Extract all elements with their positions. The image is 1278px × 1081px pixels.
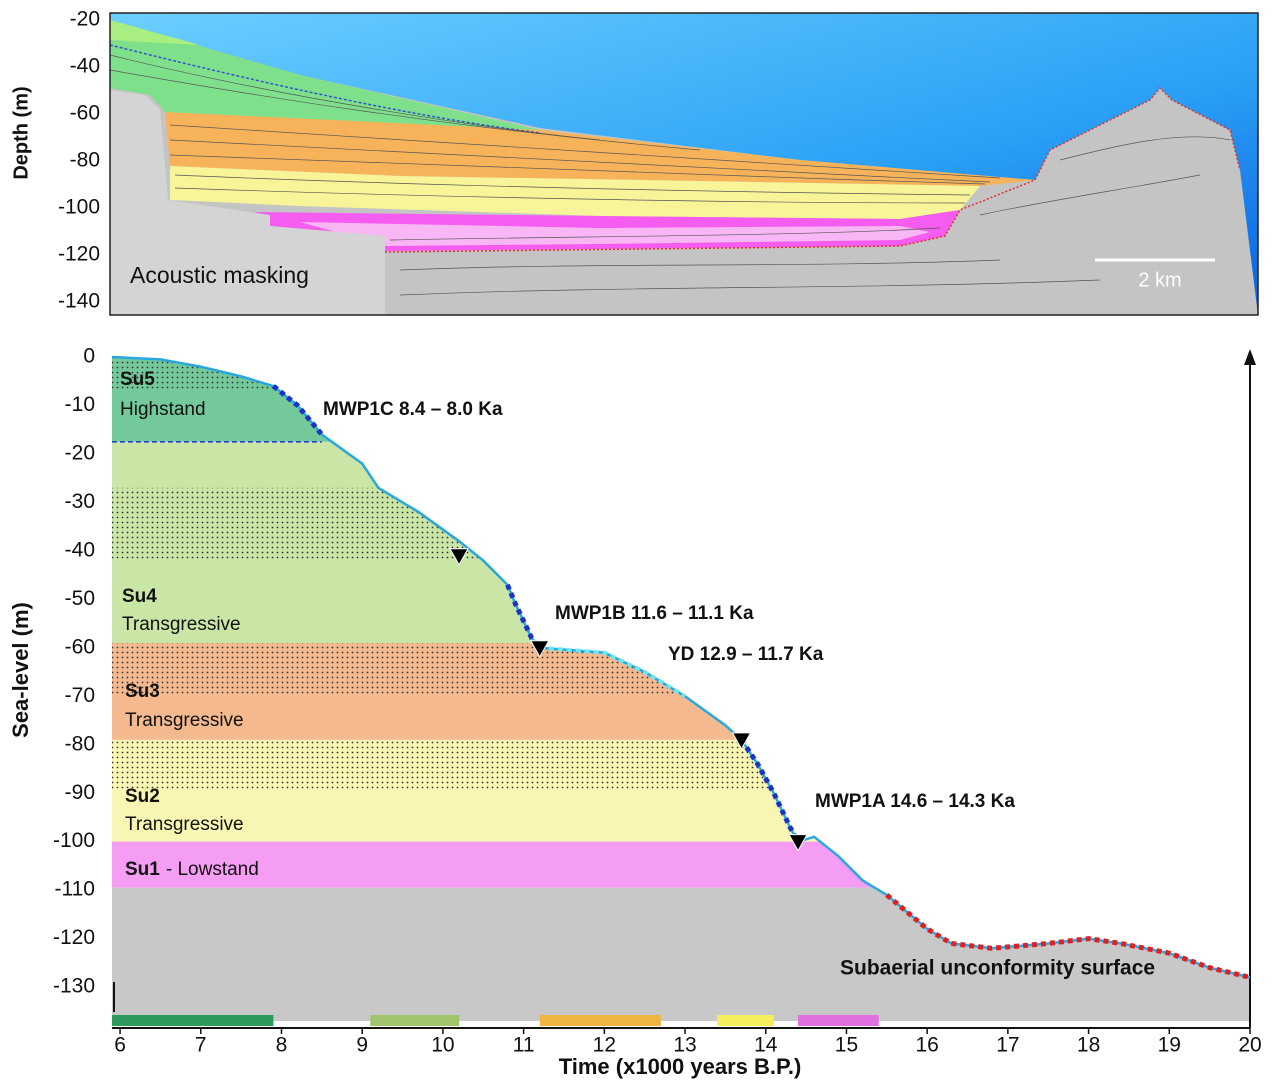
- y-tick-label: -80: [65, 732, 95, 755]
- x-tick-label: 20: [1238, 1034, 1261, 1057]
- y-tick-label: -70: [65, 684, 95, 707]
- x-tick-label: 7: [195, 1034, 207, 1057]
- annotation: 2 km: [1138, 269, 1181, 291]
- y-tick-label: -140: [58, 290, 100, 313]
- y-tick-label: -30: [65, 490, 95, 513]
- section-panel: Acoustic masking 2 km Depth (m) -20 -40 -6…: [10, 8, 1258, 315]
- plot-area: [112, 347, 1250, 1021]
- y-tick-label: -90: [65, 781, 95, 804]
- y-tick-label: -20: [65, 441, 95, 464]
- y-axis-label: Sea-level (m): [8, 602, 33, 738]
- y-tick-label: -20: [70, 8, 100, 31]
- unit-name: Su2: [125, 786, 160, 807]
- x-tick-label: 12: [593, 1034, 616, 1057]
- x-tick-label: 11: [513, 1034, 535, 1057]
- y-tick-label: -10: [65, 393, 95, 416]
- x-tick-label: 16: [915, 1034, 938, 1057]
- y-tick-label: 0: [83, 345, 95, 368]
- x-tick-label: 15: [835, 1034, 858, 1057]
- x-axis-label: Time (x1000 years B.P.): [559, 1054, 802, 1079]
- x-tick-label: 18: [1077, 1034, 1100, 1057]
- time-range: [370, 1015, 459, 1026]
- x-tick-label: 10: [431, 1034, 454, 1057]
- annotation: YD 12.9 – 11.7 Ka: [668, 644, 824, 665]
- unit-label: Transgressive: [122, 614, 241, 635]
- y-tick-label: -40: [70, 55, 100, 78]
- unit-name: Su3: [125, 681, 160, 702]
- y-tick-label: -60: [70, 102, 100, 125]
- unit-label: Transgressive: [125, 710, 244, 731]
- time-range: [112, 1015, 273, 1026]
- y-tick-label: -120: [53, 926, 95, 949]
- unit-name: Su4: [122, 586, 157, 607]
- y-tick-label: -130: [53, 975, 95, 998]
- unit-label: Transgressive: [125, 814, 244, 835]
- x-tick-label: 17: [996, 1034, 1019, 1057]
- x-tick-label: 8: [276, 1034, 288, 1057]
- x-tick-label: 14: [754, 1034, 778, 1057]
- y-tick-label: -120: [58, 243, 100, 266]
- sea-level-panel: Sea-level (m) Time (x1000 years B.P.) 0 -…: [8, 345, 1262, 1079]
- page: {"chart_data": [ {"type": "section", "yl…: [0, 0, 1278, 1081]
- annotation: Acoustic masking: [130, 262, 309, 288]
- y-tick-label: -60: [65, 635, 95, 658]
- y-axis-label: Depth (m): [10, 86, 32, 179]
- annotation: MWP1A 14.6 – 14.3 Ka: [815, 791, 1015, 812]
- x-tick-label: 6: [114, 1034, 126, 1057]
- y-tick-label: -110: [55, 878, 95, 901]
- y-tick-label: -80: [70, 149, 100, 172]
- x-tick-label: 9: [356, 1034, 368, 1057]
- x-tick-label: 19: [1158, 1034, 1181, 1057]
- annotation: MWP1C 8.4 – 8.0 Ka: [323, 399, 503, 420]
- y-tick-label: -100: [53, 829, 95, 852]
- y-tick-label: -50: [65, 587, 95, 610]
- unit-label: - Lowstand: [166, 859, 259, 880]
- x-tick-label: 13: [673, 1034, 696, 1057]
- y-tick-label: -40: [65, 538, 95, 561]
- y-tick-label: -100: [58, 196, 100, 219]
- unit-label: Highstand: [120, 399, 206, 420]
- time-range: [540, 1015, 661, 1026]
- annotation: Subaerial unconformity surface: [840, 957, 1155, 980]
- unit-name: Su5: [120, 369, 155, 390]
- unit-name: Su1: [125, 859, 160, 880]
- annotation: MWP1B 11.6 – 11.1 Ka: [555, 603, 754, 624]
- time-range: [798, 1015, 879, 1026]
- time-range: [717, 1015, 773, 1026]
- figure: Acoustic masking 2 km Depth (m) -20 -40 -6…: [0, 0, 1278, 1081]
